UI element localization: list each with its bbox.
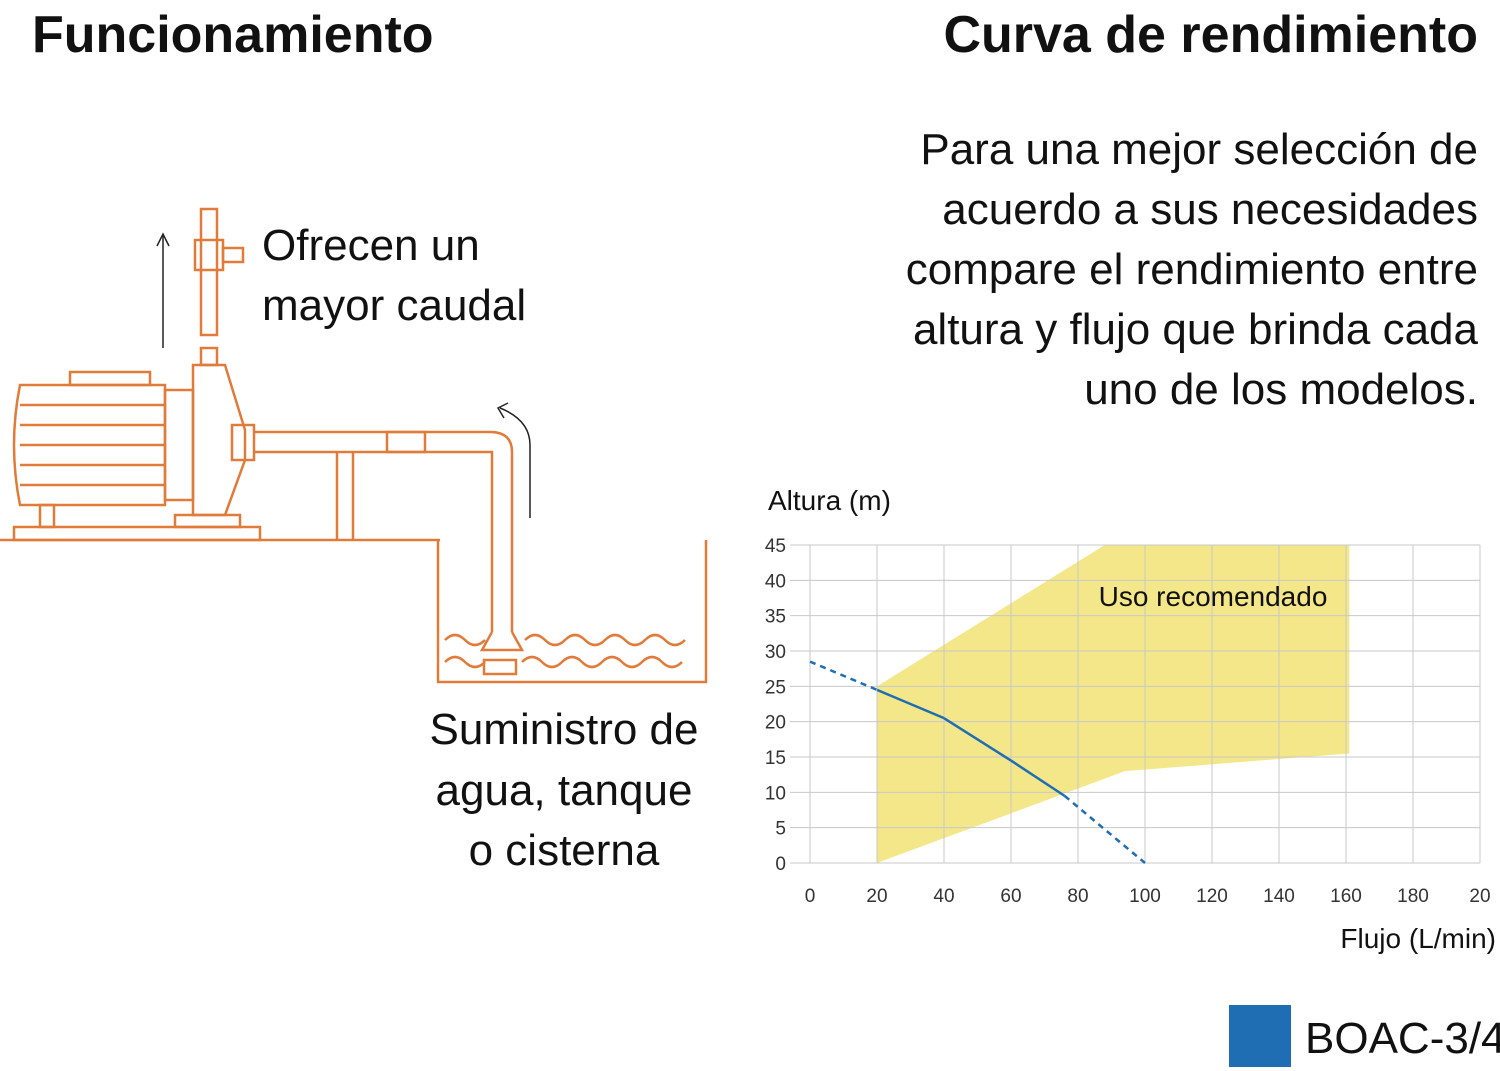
line-segment	[1063, 794, 1146, 864]
description: compare el rendimiento entre	[906, 245, 1478, 294]
line-segment	[809, 660, 878, 692]
diagram-label: o cisterna	[469, 826, 660, 875]
x-tick-label: 60	[1000, 886, 1021, 907]
line-segment	[876, 688, 945, 720]
x-tick-label: 20	[1469, 886, 1490, 907]
diagram-label: Ofrecen un	[262, 221, 480, 270]
x-axis-title: Flujo (L/min)	[1340, 923, 1496, 954]
y-tick-label: 45	[765, 536, 786, 557]
y-tick-label: 20	[765, 713, 786, 734]
y-tick-label: 0	[775, 854, 786, 875]
y-tick-label: 35	[765, 607, 786, 628]
y-tick-label: 25	[765, 677, 786, 698]
x-tick-label: 180	[1397, 886, 1429, 907]
recommended-area	[877, 545, 1350, 863]
legend-label: BOAC-3/4	[1305, 1014, 1500, 1063]
legend-swatch	[1229, 1005, 1291, 1067]
y-axis-title: Altura (m)	[768, 485, 891, 516]
x-tick-label: 80	[1067, 886, 1088, 907]
chart: 0 20 40 60 80 100 120 140 160 180 2005101520253035…	[765, 536, 1500, 1067]
x-tick-label: 0	[805, 886, 816, 907]
line-segment	[943, 717, 1012, 762]
x-tick-label: 100	[1129, 886, 1161, 907]
description: acuerdo a sus necesidades	[942, 185, 1478, 234]
y-tick-label: 40	[765, 571, 786, 592]
x-tick-label: 160	[1330, 886, 1362, 907]
description: altura y flujo que brinda cada	[913, 305, 1479, 354]
y-tick-label: 10	[765, 783, 786, 804]
y-tick-label: 5	[775, 819, 786, 840]
y-tick-label: 15	[765, 748, 786, 769]
y-tick-label: 30	[765, 642, 786, 663]
diagram-label: mayor caudal	[262, 281, 526, 330]
pump-diagram	[0, 207, 708, 684]
description: uno de los modelos.	[1084, 365, 1478, 414]
left-title: Funcionamiento	[32, 6, 434, 64]
x-tick-label: 140	[1263, 886, 1295, 907]
diagram-label: agua, tanque	[436, 766, 693, 815]
line-segment	[1010, 759, 1066, 797]
x-tick-label: 20	[866, 886, 887, 907]
x-tick-label: 40	[933, 886, 954, 907]
description: Para una mejor selección de	[920, 125, 1478, 174]
diagram-label: Suministro de	[429, 705, 698, 754]
right-title: Curva de rendimiento	[943, 6, 1478, 64]
annotation: Uso recomendado	[1099, 581, 1328, 612]
x-tick-label: 120	[1196, 886, 1228, 907]
